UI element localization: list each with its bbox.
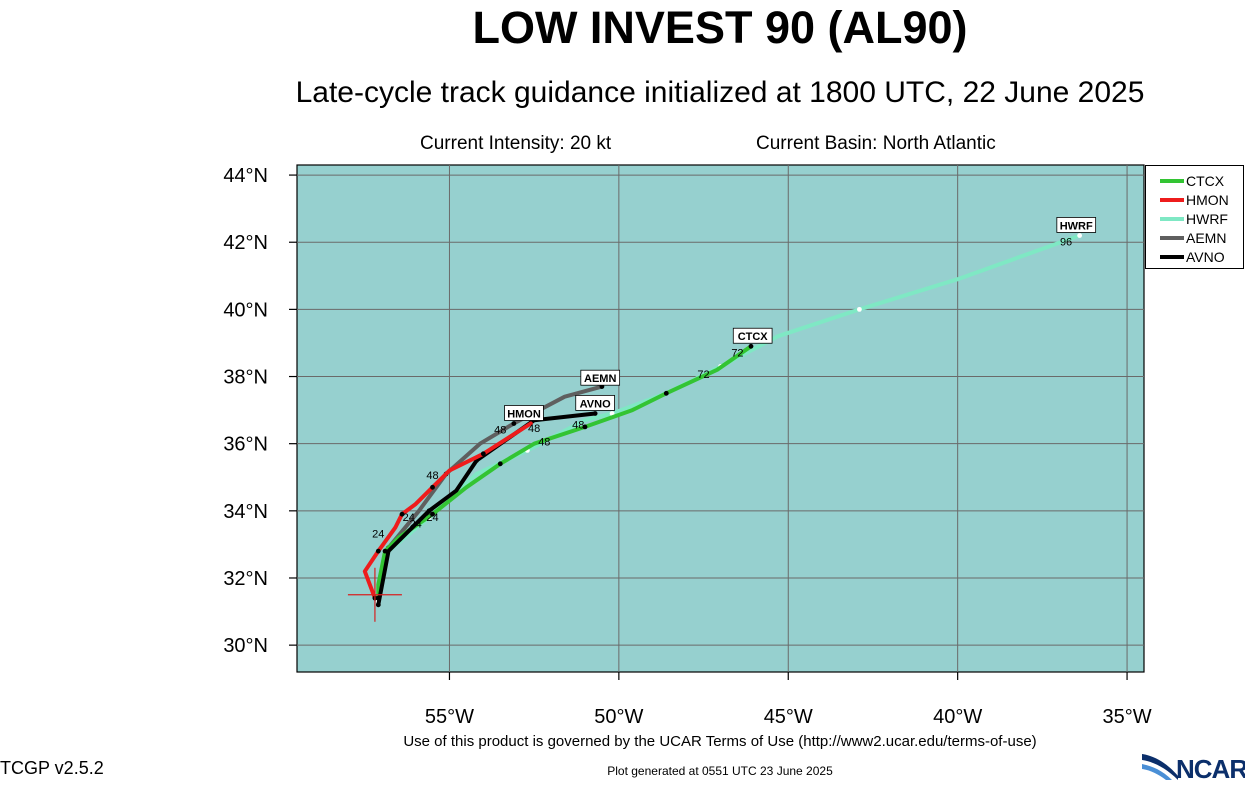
longitude-tick-label: 55°W (425, 706, 474, 728)
map-plot-area (296, 164, 1145, 673)
latitude-tick-label: 38°N (223, 367, 268, 389)
track-point (426, 508, 432, 514)
model-end-label-box (580, 369, 621, 386)
legend-swatch (1160, 255, 1184, 259)
forecast-hour-label: 96 (1060, 237, 1072, 249)
model-end-label: HWRF (1060, 220, 1093, 232)
forecast-hour-label: 48 (538, 436, 550, 448)
legend-item-avno: AVNO (1160, 248, 1225, 266)
forecast-hour-label: 24 (409, 519, 421, 531)
model-end-label: AEMN (584, 373, 616, 385)
track-point (480, 451, 486, 457)
track-point (497, 461, 503, 467)
track-point (748, 343, 754, 349)
current-intensity: Current Intensity: 20 kt (420, 133, 612, 154)
forecast-hour-label: 24 (372, 529, 384, 541)
forecast-hour-label: 48 (572, 420, 584, 432)
legend-swatch (1160, 198, 1184, 202)
latitude-tick-label: 34°N (223, 501, 268, 523)
latitude-tick-label: 32°N (223, 568, 268, 590)
forecast-hour-label: 48 (528, 423, 540, 435)
track-hmon (362, 421, 533, 601)
track-point (609, 411, 615, 416)
latitude-tick-label: 40°N (223, 299, 268, 321)
ncar-swoosh-icon (1142, 754, 1178, 780)
longitude-tick-label: 35°W (1102, 706, 1151, 728)
legend-label: HMON (1186, 192, 1229, 208)
generated-timestamp: Plot generated at 0551 UTC 23 June 2025 (607, 764, 833, 778)
map-subtitle: Late-cycle track guidance initialized at… (295, 76, 1145, 109)
track-point (430, 511, 435, 517)
ncar-logo: NCAR (1140, 748, 1245, 784)
forecast-hour-label: 48 (494, 425, 506, 437)
version-label: TCGP v2.5.2 (0, 758, 104, 778)
model-end-label-box (732, 327, 773, 344)
model-end-label-box (575, 394, 615, 411)
track-point (430, 484, 435, 490)
forecast-hour-label: 48 (426, 470, 438, 482)
track-aemn (386, 384, 604, 550)
ncar-logo-text: NCAR (1176, 754, 1245, 784)
track-point (663, 390, 669, 396)
forecast-hour-label: 24 (426, 512, 438, 524)
track-point (375, 548, 381, 554)
track-point (1077, 233, 1083, 238)
legend-swatch (1160, 217, 1184, 221)
forecast-hour-label: 72 (697, 369, 709, 381)
forecast-hour-label: 24 (403, 512, 415, 524)
legend: CTCX HMON HWRF AEMN AVNO (1145, 165, 1244, 269)
track-point (375, 602, 381, 608)
model-end-label: CTCX (738, 331, 769, 343)
legend-swatch (1160, 236, 1184, 240)
model-end-label: AVNO (580, 398, 611, 410)
track-point (592, 411, 598, 416)
map-title: LOW INVEST 90 (AL90) (472, 2, 968, 53)
track-point (511, 421, 517, 426)
legend-item-ctcx: CTCX (1160, 172, 1224, 190)
legend-item-hwrf: HWRF (1160, 210, 1228, 228)
model-end-label-box (1056, 217, 1097, 233)
longitude-tick-label: 50°W (594, 706, 643, 728)
track-point (582, 424, 588, 430)
terms-of-use: Use of this product is governed by the U… (403, 733, 1037, 750)
current-basin: Current Basin: North Atlantic (756, 133, 996, 154)
latitude-tick-label: 44°N (223, 165, 268, 187)
legend-label: CTCX (1186, 173, 1225, 189)
legend-label: HWRF (1186, 211, 1228, 227)
latitude-tick-label: 36°N (223, 434, 268, 456)
latitude-tick-label: 42°N (223, 232, 268, 254)
legend-item-hmon: HMON (1160, 191, 1229, 209)
latitude-tick-label: 30°N (223, 635, 268, 657)
legend-label: AEMN (1186, 230, 1227, 246)
legend-item-aemn: AEMN (1160, 229, 1226, 247)
longitude-tick-label: 45°W (764, 706, 813, 728)
legend-swatch (1160, 179, 1184, 183)
track-point (857, 306, 862, 312)
model-end-label-box (504, 405, 544, 421)
forecast-hour-label: 72 (731, 347, 743, 359)
longitude-tick-label: 40°W (933, 706, 982, 728)
track-point (399, 511, 405, 517)
legend-label: AVNO (1186, 249, 1225, 265)
model-end-label: HMON (507, 408, 541, 420)
